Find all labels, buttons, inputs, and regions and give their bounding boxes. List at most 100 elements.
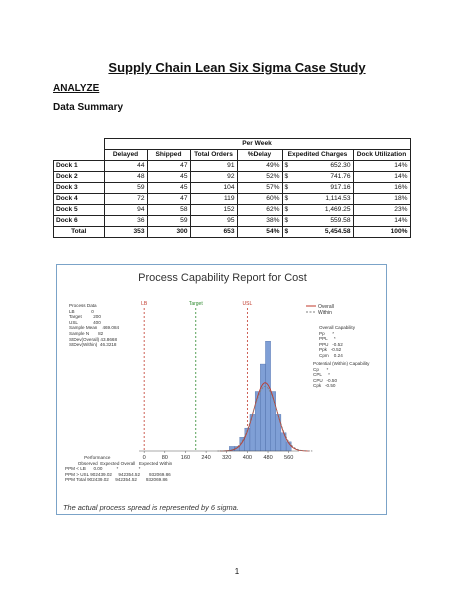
cell-shipped: 47 [146,160,191,172]
cell-delayed: 72 [103,193,148,205]
cell-total: 91 [189,160,238,172]
cell-charges: $1,114.53 [281,193,354,205]
cell-utilization: 14% [352,171,411,183]
x-tick-label: 320 [222,455,231,461]
cell-total: 152 [189,204,238,216]
histogram-bar [265,341,271,452]
cell-pct-delay: 49% [236,160,283,172]
col-header: Shipped [146,149,191,161]
charges-value: 1,469.25 [324,206,351,213]
cell-pct-delay: 52% [236,171,283,183]
data-summary-table: Per Week Delayed Shipped Total Orders %D… [53,138,411,238]
row-label: Dock 3 [53,182,105,194]
cell-pct-delay: 62% [236,204,283,216]
overall-capability-panel: Overall Capability Pp * PPL * PPU -0.52 … [319,325,355,358]
cell-pct-delay: 38% [236,215,283,227]
histogram-bar [254,391,261,452]
col-header: %Delay [236,149,283,161]
table-corner [54,139,105,150]
cell-utilization: 23% [352,204,411,216]
cell-delayed: 36 [103,215,148,227]
cell-shipped: 45 [146,182,191,194]
col-header: Expedited Charges [281,149,354,161]
table-row-total: Total 353 300 653 54% $5,454.58 100% [53,226,411,238]
row-label: Dock 2 [53,171,105,183]
legend-within-label: Within [318,310,332,316]
charges-value: 559.58 [330,217,351,224]
cell-total: 104 [189,182,238,194]
column-header-row: Delayed Shipped Total Orders %Delay Expe… [54,149,411,161]
overall-curve [219,382,310,452]
cell-shipped: 59 [146,215,191,227]
row-label: Dock 5 [53,204,105,216]
charges-value: 5,454.58 [324,228,351,235]
cell-charges: $5,454.58 [281,226,354,238]
dollar-sign: $ [284,173,289,180]
legend-overall-label: Overall [318,304,334,310]
per-week-header: Per Week [103,138,411,150]
charges-value: 652.30 [330,162,351,169]
cell-shipped: 58 [146,204,191,216]
spec-label-usl: USL [243,301,253,307]
cell-utilization: 16% [352,182,411,194]
table-row: Dock 5 94 58 152 62% $1,469.25 23% [53,204,411,216]
dollar-sign: $ [284,195,289,202]
cell-delayed: 94 [103,204,148,216]
cell-utilization: 14% [352,160,411,172]
cell-utilization: 18% [352,193,411,205]
cell-pct-delay: 60% [236,193,283,205]
table-row: Dock 4 72 47 119 60% $1,114.53 18% [53,193,411,205]
charges-value: 1,114.53 [325,195,351,202]
histogram-bar [275,414,282,452]
cell-utilization: 14% [352,215,411,227]
table-row: Dock 3 59 45 104 57% $917.16 16% [53,182,411,194]
cell-charges: $1,469.25 [281,204,354,216]
page-number: 1 [234,567,240,576]
cell-delayed: 353 [103,226,148,238]
cell-charges: $652.30 [281,160,354,172]
table-row: Dock 1 44 47 91 49% $652.30 14% [53,160,411,172]
cell-delayed: 48 [103,171,148,183]
cell-total: 119 [189,193,238,205]
cell-delayed: 44 [103,160,148,172]
dollar-sign: $ [284,162,289,169]
cell-delayed: 59 [103,182,148,194]
row-label: Dock 6 [53,215,105,227]
row-label: Dock 1 [53,160,105,172]
process-data-panel: Process Data LB 0 Target 200 USL 400 Sam… [69,303,120,348]
spec-label-lb: LB [141,301,148,307]
x-tick-label: 0 [143,455,146,461]
spec-label-target: Target [189,301,204,307]
table-row: Dock 6 36 59 95 38% $559.58 14% [53,215,411,227]
x-tick-label: 480 [263,455,272,461]
chart-title: Process Capability Report for Cost [138,272,307,284]
performance-panel: Performance Observed Expected Overall Ex… [65,455,173,483]
histogram-bar [280,432,287,452]
cell-charges: $559.58 [281,215,354,227]
cell-shipped: 45 [146,171,191,183]
col-header: Delayed [103,149,148,161]
charges-value: 917.16 [330,184,351,191]
subsection-heading: Data Summary [53,102,124,113]
cell-charges: $917.16 [281,182,354,194]
cell-shipped: 300 [146,226,191,238]
cell-total: 92 [189,171,238,183]
dollar-sign: $ [284,217,289,224]
x-tick-label: 80 [162,455,168,461]
x-tick-label: 560 [284,455,293,461]
dollar-sign: $ [284,228,289,235]
dollar-sign: $ [284,206,289,213]
cell-pct-delay: 54% [236,226,283,238]
x-tick-label: 160 [181,455,190,461]
x-tick-label: 400 [243,455,252,461]
cell-shipped: 47 [146,193,191,205]
cell-charges: $741.76 [281,171,354,183]
process-capability-report: Process Capability Report for Cost Proce… [56,264,387,515]
within-curve [217,385,313,452]
row-label: Dock 4 [53,193,105,205]
dollar-sign: $ [284,184,289,191]
within-capability-panel: Potential (Within) Capability Cp * CPL *… [313,361,370,389]
cell-total: 653 [189,226,238,238]
chart-caption: The actual process spread is represented… [63,503,239,512]
cell-total: 95 [189,215,238,227]
